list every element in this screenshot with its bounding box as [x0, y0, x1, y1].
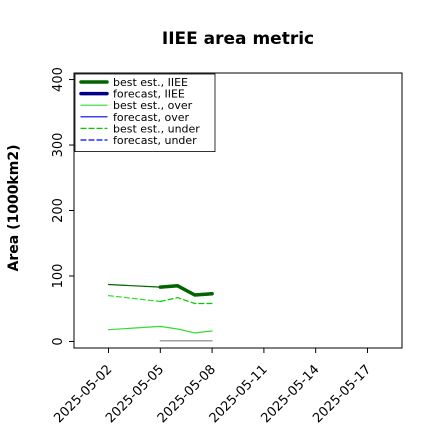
y-tick-label: 300: [51, 133, 66, 158]
legend-label: forecast, over: [113, 111, 189, 124]
extra-line-1: [107, 325, 161, 331]
legend-label: forecast, under: [113, 134, 197, 147]
y-tick-label: 100: [51, 264, 66, 289]
extra-line-2: [107, 295, 161, 303]
plot-area: [107, 283, 214, 342]
y-axis-label: Area (1000km2): [6, 145, 22, 272]
series-line-2: [159, 325, 213, 334]
y-tick-label: 400: [51, 67, 66, 92]
series-line-4: [159, 297, 213, 305]
legend-label: best est., over: [113, 99, 193, 112]
legend-label: best est., under: [113, 122, 200, 135]
chart-title: IIEE area metric: [162, 29, 314, 49]
series-line-0: [158, 284, 214, 297]
legend-label: best est., IIEE: [113, 76, 188, 89]
y-tick-label: 0: [51, 337, 66, 345]
extra-line-0: [107, 283, 161, 288]
y-tick-label: 200: [51, 198, 66, 223]
legend-box: [74, 73, 216, 152]
legend-label: forecast, IIEE: [113, 88, 185, 101]
